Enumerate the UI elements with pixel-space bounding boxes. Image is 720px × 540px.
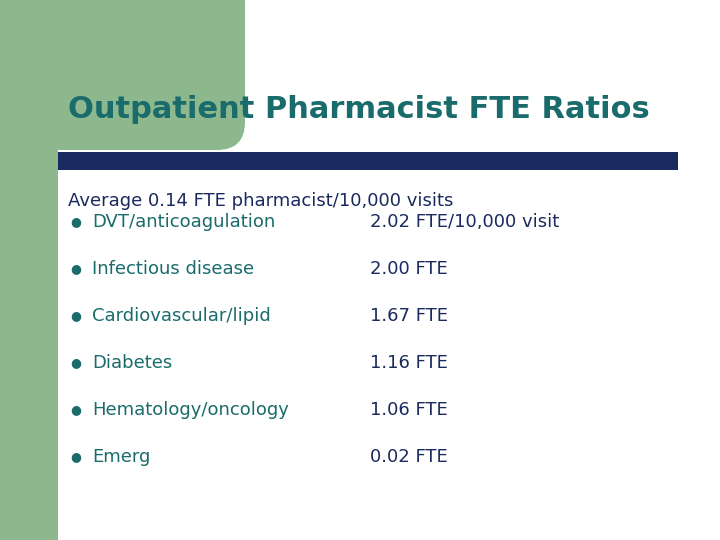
Text: ●: ● — [71, 215, 81, 228]
Text: Cardiovascular/lipid: Cardiovascular/lipid — [92, 307, 271, 325]
Text: Outpatient Pharmacist FTE Ratios: Outpatient Pharmacist FTE Ratios — [68, 96, 649, 125]
Bar — [0, 0, 58, 150]
Text: ●: ● — [71, 309, 81, 322]
Bar — [0, 0, 58, 540]
Text: Infectious disease: Infectious disease — [92, 260, 254, 278]
Text: Average 0.14 FTE pharmacist/10,000 visits: Average 0.14 FTE pharmacist/10,000 visit… — [68, 192, 454, 210]
Text: Diabetes: Diabetes — [92, 354, 172, 372]
Text: 0.02 FTE: 0.02 FTE — [370, 448, 448, 466]
Text: 1.67 FTE: 1.67 FTE — [370, 307, 448, 325]
Text: ●: ● — [71, 262, 81, 275]
Text: Emerg: Emerg — [92, 448, 150, 466]
Text: 1.16 FTE: 1.16 FTE — [370, 354, 448, 372]
Bar — [0, 55, 245, 112]
FancyBboxPatch shape — [0, 55, 245, 150]
Bar — [58, 60, 245, 150]
FancyBboxPatch shape — [0, 0, 245, 150]
Text: ●: ● — [71, 403, 81, 416]
Text: 2.00 FTE: 2.00 FTE — [370, 260, 448, 278]
Bar — [0, 55, 220, 150]
Text: Hematology/oncology: Hematology/oncology — [92, 401, 289, 419]
Text: DVT/anticoagulation: DVT/anticoagulation — [92, 213, 275, 231]
Bar — [0, 0, 245, 90]
Text: ●: ● — [71, 450, 81, 463]
Text: 2.02 FTE/10,000 visit: 2.02 FTE/10,000 visit — [370, 213, 559, 231]
Bar — [58, 152, 678, 170]
Text: 1.06 FTE: 1.06 FTE — [370, 401, 448, 419]
Text: ●: ● — [71, 356, 81, 369]
